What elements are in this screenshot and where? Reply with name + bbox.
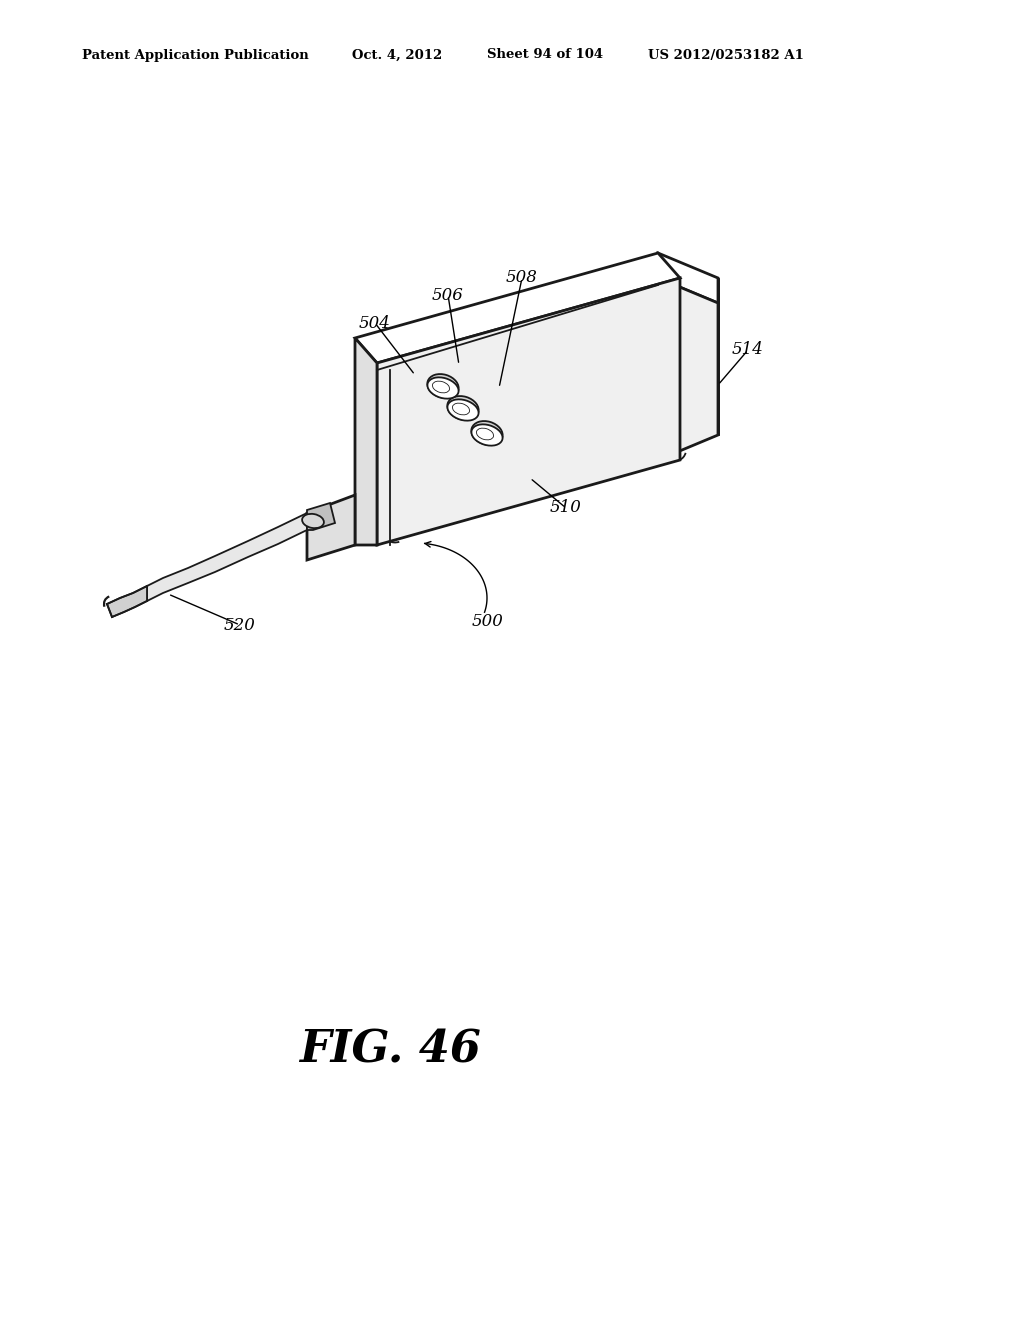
Text: 504: 504 xyxy=(359,314,391,331)
Polygon shape xyxy=(355,253,680,363)
Ellipse shape xyxy=(447,400,478,421)
Polygon shape xyxy=(355,338,377,545)
Text: 508: 508 xyxy=(506,269,538,286)
Ellipse shape xyxy=(447,396,478,420)
Text: 514: 514 xyxy=(732,342,764,359)
Polygon shape xyxy=(658,279,718,459)
Polygon shape xyxy=(106,586,147,616)
Text: Patent Application Publication: Patent Application Publication xyxy=(82,49,309,62)
Text: FIG. 46: FIG. 46 xyxy=(299,1028,481,1072)
Ellipse shape xyxy=(427,378,459,399)
Text: 506: 506 xyxy=(432,286,464,304)
Ellipse shape xyxy=(302,513,324,528)
Polygon shape xyxy=(658,253,718,304)
Text: 520: 520 xyxy=(224,616,256,634)
Ellipse shape xyxy=(432,381,450,393)
Text: US 2012/0253182 A1: US 2012/0253182 A1 xyxy=(648,49,804,62)
Polygon shape xyxy=(377,279,680,545)
Ellipse shape xyxy=(476,428,494,440)
Text: 500: 500 xyxy=(472,614,504,631)
Text: 510: 510 xyxy=(550,499,582,516)
Polygon shape xyxy=(147,513,307,601)
Ellipse shape xyxy=(427,374,459,397)
Ellipse shape xyxy=(453,403,470,414)
Ellipse shape xyxy=(471,421,503,445)
Text: Sheet 94 of 104: Sheet 94 of 104 xyxy=(487,49,603,62)
Polygon shape xyxy=(307,503,335,531)
Polygon shape xyxy=(307,495,355,560)
Ellipse shape xyxy=(471,424,503,446)
Text: Oct. 4, 2012: Oct. 4, 2012 xyxy=(352,49,442,62)
